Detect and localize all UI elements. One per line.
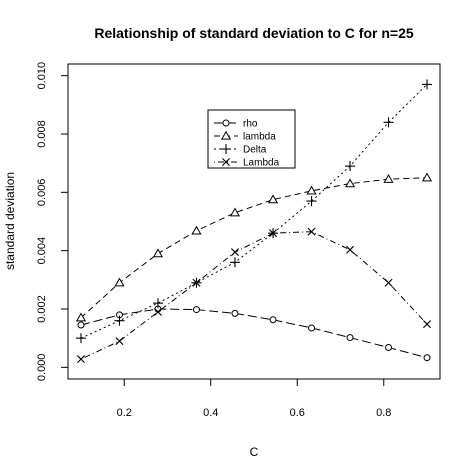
data-point-Delta-upper bbox=[306, 196, 317, 207]
series-line-rho bbox=[80, 308, 428, 359]
data-point-Delta-upper bbox=[383, 117, 394, 128]
data-point-lambda bbox=[306, 185, 317, 195]
data-point-lambda bbox=[114, 277, 125, 287]
data-point-Lambda-upper-b bbox=[115, 337, 124, 346]
legend-label: lambda bbox=[243, 132, 276, 143]
data-point-rho bbox=[77, 321, 85, 329]
y-tick-label: 0.008 bbox=[36, 120, 48, 148]
x-tick-label: 0.8 bbox=[376, 407, 391, 419]
data-point-Lambda-upper bbox=[269, 229, 278, 238]
data-point-Lambda-upper bbox=[115, 337, 124, 346]
data-point-lambda bbox=[421, 172, 433, 182]
data-point-Delta-upper bbox=[75, 333, 86, 344]
legend-marker bbox=[220, 130, 232, 140]
y-tick-label: 0.004 bbox=[36, 237, 48, 265]
data-point-Lambda-upper-b bbox=[346, 245, 355, 254]
data-point-Delta-upper bbox=[229, 257, 240, 268]
y-tick-label: 0.010 bbox=[36, 62, 48, 90]
x-axis-label: C bbox=[250, 445, 259, 459]
y-axis-label: standard deviation bbox=[3, 172, 17, 270]
data-point-Lambda-upper-b bbox=[76, 355, 85, 364]
legend-label: Delta bbox=[243, 145, 267, 156]
data-point-Lambda-upper bbox=[76, 355, 85, 364]
series-Lambda-upper bbox=[76, 227, 432, 364]
data-point-Lambda-upper-b bbox=[269, 229, 278, 238]
data-point-Lambda-upper bbox=[307, 227, 316, 236]
legend-item-rho: rho bbox=[214, 119, 258, 130]
data-point-rho bbox=[385, 344, 393, 351]
legend-item-Lambda-upper: Lambda bbox=[214, 158, 280, 169]
data-point-rho bbox=[192, 306, 200, 314]
data-point-lambda bbox=[383, 174, 394, 183]
legend-marker bbox=[222, 158, 230, 166]
data-point-lambda bbox=[267, 194, 279, 204]
data-point-lambda bbox=[229, 207, 241, 217]
data-point-Lambda-upper-b bbox=[192, 278, 201, 287]
legend-marker-b bbox=[222, 158, 230, 166]
data-point-Lambda-upper bbox=[384, 278, 393, 287]
data-point-Lambda-upper-b bbox=[230, 248, 239, 257]
data-point-Delta-upper bbox=[345, 161, 356, 172]
data-point-Lambda-upper-b bbox=[307, 227, 316, 236]
data-point-lambda bbox=[152, 248, 164, 258]
data-point-Lambda-upper bbox=[230, 248, 239, 257]
x-tick-label: 0.2 bbox=[117, 407, 132, 419]
data-point-Lambda-upper bbox=[346, 245, 355, 254]
legend-label: rho bbox=[243, 119, 258, 130]
data-point-rho bbox=[423, 354, 431, 362]
data-point-rho bbox=[308, 324, 316, 332]
y-tick-label: 0.006 bbox=[36, 179, 48, 207]
y-tick-label: 0.002 bbox=[36, 295, 48, 323]
series-line-lambda bbox=[80, 177, 428, 319]
series-lambda bbox=[75, 172, 433, 322]
data-point-lambda bbox=[191, 225, 202, 235]
legend-marker bbox=[222, 119, 230, 127]
series-rho bbox=[77, 305, 431, 362]
data-point-Lambda-upper bbox=[192, 278, 201, 287]
legend-label: Lambda bbox=[243, 158, 280, 169]
legend-item-Delta-upper: Delta bbox=[214, 144, 267, 156]
legend-item-lambda: lambda bbox=[214, 130, 276, 143]
y-axis: 0.000 0.002 0.004 0.006 0.008 0.010 bbox=[36, 62, 69, 382]
series-line-Lambda-upper bbox=[80, 231, 428, 360]
x-tick-label: 0.6 bbox=[290, 407, 305, 419]
data-point-Lambda-upper-b bbox=[384, 278, 393, 287]
legend: rho lambda Delta Lambda bbox=[207, 109, 296, 169]
data-point-Delta-upper bbox=[422, 79, 433, 90]
data-point-Lambda-upper bbox=[423, 320, 432, 329]
series-layer bbox=[75, 79, 433, 364]
data-point-rho bbox=[346, 334, 354, 342]
data-point-Lambda-upper bbox=[153, 307, 162, 316]
data-point-Lambda-upper-b bbox=[423, 320, 432, 329]
series-line-Delta-upper bbox=[80, 84, 428, 339]
data-point-Lambda-upper-b bbox=[153, 307, 162, 316]
legend-marker bbox=[221, 144, 231, 154]
y-tick-label: 0.000 bbox=[36, 354, 48, 382]
chart-title: Relationship of standard deviation to C … bbox=[94, 25, 414, 41]
data-point-rho bbox=[231, 309, 239, 317]
x-tick-label: 0.4 bbox=[203, 407, 218, 419]
x-axis: 0.2 0.4 0.6 0.8 bbox=[117, 378, 391, 419]
data-point-lambda bbox=[344, 178, 356, 188]
data-point-lambda bbox=[75, 312, 87, 322]
data-point-rho bbox=[269, 316, 277, 324]
data-point-Delta-upper bbox=[114, 315, 125, 326]
data-point-Delta-upper bbox=[152, 298, 163, 309]
